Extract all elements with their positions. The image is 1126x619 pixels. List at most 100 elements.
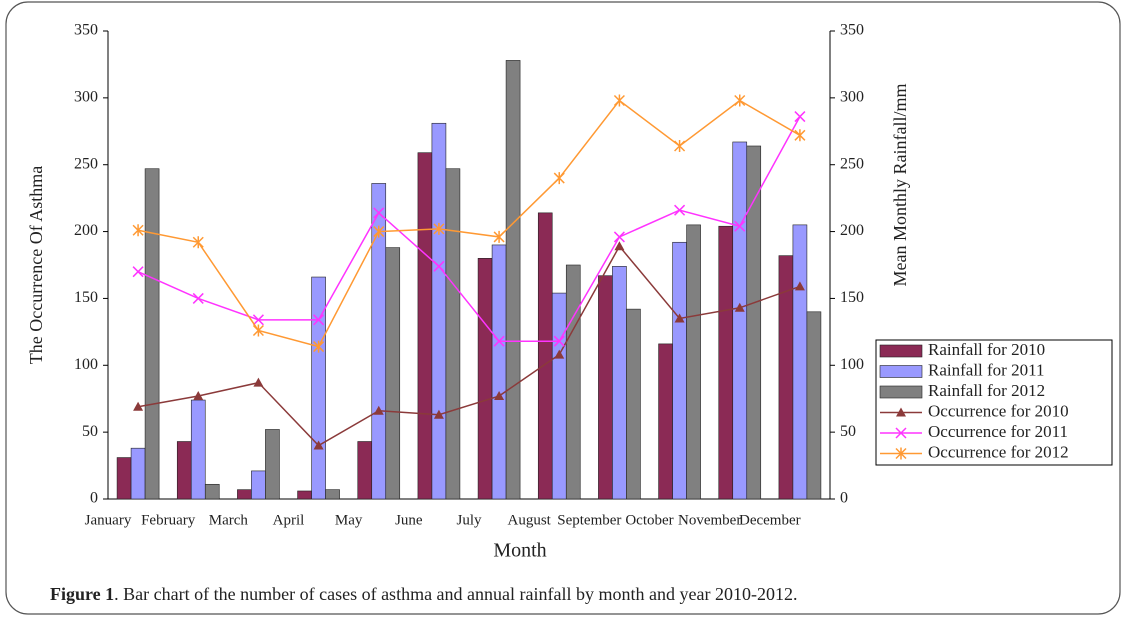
caption-label: Figure 1	[50, 584, 114, 604]
y-tick-label: 350	[74, 22, 98, 39]
marker	[613, 94, 625, 107]
bar	[732, 141, 748, 500]
bar	[265, 429, 280, 500]
x-tick-label: November	[678, 512, 741, 528]
bar	[251, 470, 266, 500]
x-tick-label: July	[456, 512, 482, 528]
marker	[193, 391, 204, 401]
marker	[192, 292, 204, 304]
marker	[734, 220, 746, 232]
bar	[746, 145, 762, 500]
marker	[433, 222, 445, 235]
marker	[895, 447, 907, 460]
marker	[734, 302, 745, 312]
y-tick-label: 50	[82, 423, 98, 440]
bar	[130, 447, 146, 500]
x-tick-label: January	[85, 512, 132, 528]
marker	[373, 405, 384, 415]
marker	[132, 224, 144, 237]
marker	[373, 207, 385, 219]
legend-label: Occurrence for 2012	[928, 442, 1069, 461]
y-tick-label: 150	[74, 289, 98, 306]
bar	[144, 168, 160, 500]
bar	[297, 490, 312, 500]
bar	[116, 457, 132, 500]
bar	[612, 266, 627, 500]
marker	[613, 231, 625, 243]
marker	[674, 139, 686, 152]
caption-text: . Bar chart of the number of cases of as…	[114, 584, 797, 604]
bar	[626, 308, 641, 500]
bar	[598, 275, 613, 500]
legend-label: Rainfall for 2011	[928, 360, 1044, 379]
x-tick-label: February	[141, 512, 196, 528]
legend-swatch	[879, 365, 923, 378]
bar	[672, 241, 687, 500]
bar	[431, 122, 447, 500]
x-axis-label: Month	[493, 540, 546, 562]
y2-tick-label: 250	[840, 155, 864, 172]
marker	[313, 314, 325, 326]
legend-marker	[896, 407, 906, 417]
marker	[794, 111, 806, 123]
legend-label: Occurrence for 2010	[928, 401, 1069, 420]
marker	[433, 260, 445, 272]
y-tick-label: 200	[74, 222, 98, 239]
marker	[553, 335, 565, 347]
bar	[551, 292, 567, 500]
marker	[674, 204, 686, 216]
bar	[357, 441, 373, 500]
bar	[686, 224, 701, 500]
x-tick-label: September	[557, 512, 621, 528]
y2-tick-label: 0	[840, 490, 848, 507]
marker	[896, 407, 906, 417]
y2-tick-label: 100	[840, 356, 864, 373]
legend-box	[875, 339, 1113, 466]
marker	[895, 427, 907, 439]
legend-marker	[895, 447, 907, 460]
bar	[806, 311, 822, 500]
bar	[325, 489, 340, 500]
marker	[734, 94, 746, 107]
marker	[553, 172, 565, 185]
x-tick-label: June	[395, 512, 423, 528]
y-tick-label: 300	[74, 89, 98, 106]
marker	[554, 349, 565, 359]
marker	[674, 313, 685, 323]
marker	[794, 129, 806, 142]
bar	[445, 168, 461, 500]
bar	[565, 264, 581, 500]
bar	[176, 441, 192, 500]
marker	[433, 409, 444, 419]
bar	[417, 152, 433, 500]
y-tick-label: 100	[74, 356, 98, 373]
bar	[537, 212, 553, 500]
y-tick-label: 250	[74, 155, 98, 172]
y2-tick-label: 150	[840, 289, 864, 306]
y-tick-label: 0	[90, 490, 98, 507]
x-tick-label: December	[739, 512, 801, 528]
y2-tick-label: 200	[840, 222, 864, 239]
marker	[493, 230, 505, 243]
bar	[477, 258, 493, 500]
legend-swatch	[879, 344, 923, 358]
bar	[491, 244, 507, 500]
bar	[237, 489, 252, 500]
marker	[192, 236, 204, 249]
marker	[132, 266, 144, 278]
y2-axis-label: Mean Monthly Rainfall/mm	[890, 84, 910, 287]
marker	[794, 281, 805, 291]
bar	[190, 399, 206, 500]
bar	[204, 483, 220, 500]
caption: Figure 1. Bar chart of the number of cas…	[50, 584, 797, 604]
marker	[373, 225, 385, 238]
bar	[658, 343, 673, 500]
legend-label: Rainfall for 2010	[928, 340, 1045, 359]
x-tick-label: May	[335, 512, 363, 528]
y-axis-label: The Occurrence Of Asthma	[26, 166, 46, 364]
marker	[253, 377, 264, 387]
x-tick-label: October	[625, 512, 673, 528]
line	[137, 99, 801, 348]
bar	[385, 247, 401, 500]
marker	[252, 314, 264, 326]
